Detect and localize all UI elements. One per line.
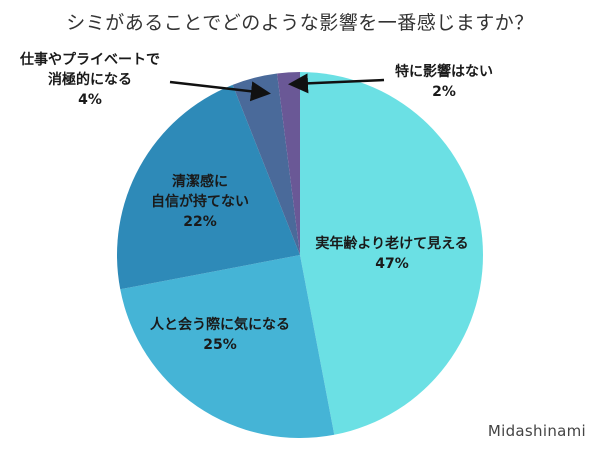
watermark: Midashinami [487, 422, 586, 440]
slice-label-47: 実年齢より老けて見える 47% [292, 234, 492, 274]
callout-arrow-2pct [288, 73, 385, 94]
slice-label-4: 仕事やプライベートで 消極的になる 4% [6, 50, 174, 110]
slice-label-2-text: 特に影響はない [395, 64, 493, 80]
slice-label-2-pct: 2% [432, 84, 456, 100]
slice-label-47-pct: 47% [375, 256, 409, 272]
pie-slice-3 [232, 73, 300, 255]
pie-slice-1 [120, 255, 335, 439]
slice-label-25-text: 人と会う際に気になる [150, 317, 290, 333]
slice-label-4-pct: 4% [78, 92, 102, 108]
pie-slices [116, 72, 483, 439]
slice-label-22-text2: 自信が持てない [151, 194, 249, 210]
slice-label-22-text1: 清潔感に [172, 174, 228, 190]
pie-slice-0 [300, 72, 483, 435]
slice-label-47-text: 実年齢より老けて見える [315, 236, 469, 252]
slice-label-4-text1: 仕事やプライベートで [20, 52, 160, 68]
pie-slice-2 [116, 84, 300, 290]
pie-slice-4 [277, 72, 300, 255]
slice-label-22: 清潔感に 自信が持てない 22% [140, 172, 260, 232]
chart-title: シミがあることでどのような影響を一番感じますか？ [66, 12, 534, 34]
slice-label-25: 人と会う際に気になる 25% [130, 315, 310, 355]
slice-label-4-text2: 消極的になる [48, 72, 132, 88]
slice-label-2: 特に影響はない 2% [386, 62, 502, 102]
slice-label-25-pct: 25% [203, 337, 237, 353]
callout-arrow-4pct [169, 80, 271, 102]
slice-label-22-pct: 22% [183, 214, 217, 230]
